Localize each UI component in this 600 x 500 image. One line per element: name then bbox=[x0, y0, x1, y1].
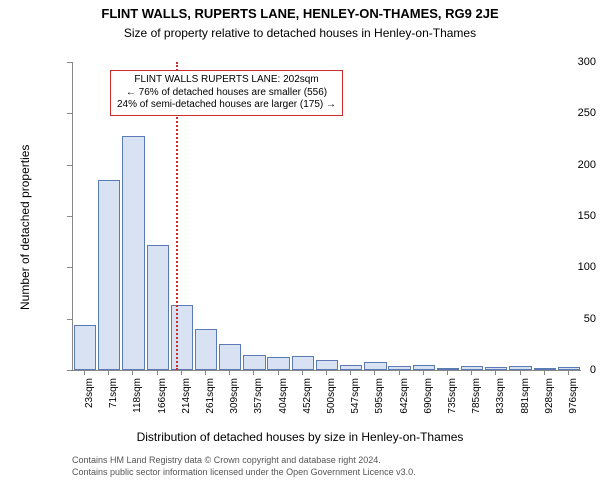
footnote: Contains HM Land Registry data © Crown c… bbox=[72, 455, 416, 478]
annotation-box: FLINT WALLS RUPERTS LANE: 202sqm← 76% of… bbox=[110, 70, 343, 116]
bar bbox=[292, 356, 314, 370]
ytick-mark bbox=[67, 370, 72, 371]
chart-subtitle: Size of property relative to detached ho… bbox=[0, 26, 600, 40]
xtick-label: 261sqm bbox=[205, 378, 216, 433]
xtick-label: 595sqm bbox=[374, 378, 385, 433]
xtick-mark bbox=[157, 370, 158, 375]
ytick-label: 250 bbox=[532, 107, 596, 119]
xtick-label: 71sqm bbox=[108, 378, 119, 433]
xtick-label: 309sqm bbox=[229, 378, 240, 433]
xtick-mark bbox=[108, 370, 109, 375]
xtick-label: 735sqm bbox=[447, 378, 458, 433]
bar bbox=[316, 360, 338, 370]
xtick-mark bbox=[181, 370, 182, 375]
xtick-mark bbox=[423, 370, 424, 375]
bar bbox=[98, 180, 120, 370]
xtick-mark bbox=[447, 370, 448, 375]
xtick-label: 166sqm bbox=[157, 378, 168, 433]
bar bbox=[509, 366, 531, 370]
xtick-mark bbox=[132, 370, 133, 375]
ytick-label: 300 bbox=[532, 56, 596, 68]
xtick-mark bbox=[520, 370, 521, 375]
footnote-line-1: Contains HM Land Registry data © Crown c… bbox=[72, 455, 416, 467]
bar bbox=[437, 368, 459, 370]
bar bbox=[219, 344, 241, 370]
xtick-mark bbox=[544, 370, 545, 375]
ytick-mark bbox=[67, 267, 72, 268]
ytick-mark bbox=[67, 165, 72, 166]
y-axis-label: Number of detached properties bbox=[18, 145, 32, 310]
xtick-mark bbox=[302, 370, 303, 375]
xtick-mark bbox=[278, 370, 279, 375]
bar bbox=[195, 329, 217, 370]
xtick-mark bbox=[229, 370, 230, 375]
xtick-mark bbox=[84, 370, 85, 375]
xtick-mark bbox=[326, 370, 327, 375]
annotation-line: FLINT WALLS RUPERTS LANE: 202sqm bbox=[117, 74, 336, 87]
annotation-line: 24% of semi-detached houses are larger (… bbox=[117, 99, 336, 112]
ytick-label: 100 bbox=[532, 261, 596, 273]
xtick-label: 404sqm bbox=[278, 378, 289, 433]
bar bbox=[388, 366, 410, 370]
xtick-label: 833sqm bbox=[495, 378, 506, 433]
xtick-mark bbox=[374, 370, 375, 375]
bar bbox=[243, 355, 265, 370]
xtick-mark bbox=[471, 370, 472, 375]
xtick-label: 928sqm bbox=[544, 378, 555, 433]
xtick-mark bbox=[350, 370, 351, 375]
xtick-mark bbox=[568, 370, 569, 375]
bar bbox=[74, 325, 96, 370]
footnote-line-2: Contains public sector information licen… bbox=[72, 467, 416, 479]
bar bbox=[364, 362, 386, 370]
ytick-label: 50 bbox=[532, 313, 596, 325]
annotation-line: ← 76% of detached houses are smaller (55… bbox=[117, 87, 336, 100]
xtick-label: 452sqm bbox=[302, 378, 313, 433]
xtick-label: 357sqm bbox=[253, 378, 264, 433]
bar bbox=[122, 136, 144, 370]
ytick-mark bbox=[67, 216, 72, 217]
xtick-label: 642sqm bbox=[399, 378, 410, 433]
xtick-mark bbox=[253, 370, 254, 375]
xtick-label: 881sqm bbox=[520, 378, 531, 433]
ytick-label: 200 bbox=[532, 159, 596, 171]
xtick-label: 23sqm bbox=[84, 378, 95, 433]
xtick-label: 690sqm bbox=[423, 378, 434, 433]
xtick-label: 547sqm bbox=[350, 378, 361, 433]
xtick-label: 785sqm bbox=[471, 378, 482, 433]
bar bbox=[340, 365, 362, 370]
ytick-mark bbox=[67, 113, 72, 114]
xtick-label: 118sqm bbox=[132, 378, 143, 433]
ytick-label: 0 bbox=[532, 364, 596, 376]
ytick-mark bbox=[67, 319, 72, 320]
bar bbox=[413, 365, 435, 370]
ytick-label: 150 bbox=[532, 210, 596, 222]
xtick-label: 214sqm bbox=[181, 378, 192, 433]
bar bbox=[171, 305, 193, 370]
bar bbox=[267, 357, 289, 370]
xtick-mark bbox=[399, 370, 400, 375]
bar bbox=[147, 245, 169, 370]
chart-title: FLINT WALLS, RUPERTS LANE, HENLEY-ON-THA… bbox=[0, 6, 600, 21]
xtick-label: 976sqm bbox=[568, 378, 579, 433]
xtick-mark bbox=[205, 370, 206, 375]
xtick-label: 500sqm bbox=[326, 378, 337, 433]
ytick-mark bbox=[67, 62, 72, 63]
xtick-mark bbox=[495, 370, 496, 375]
bar bbox=[485, 367, 507, 370]
